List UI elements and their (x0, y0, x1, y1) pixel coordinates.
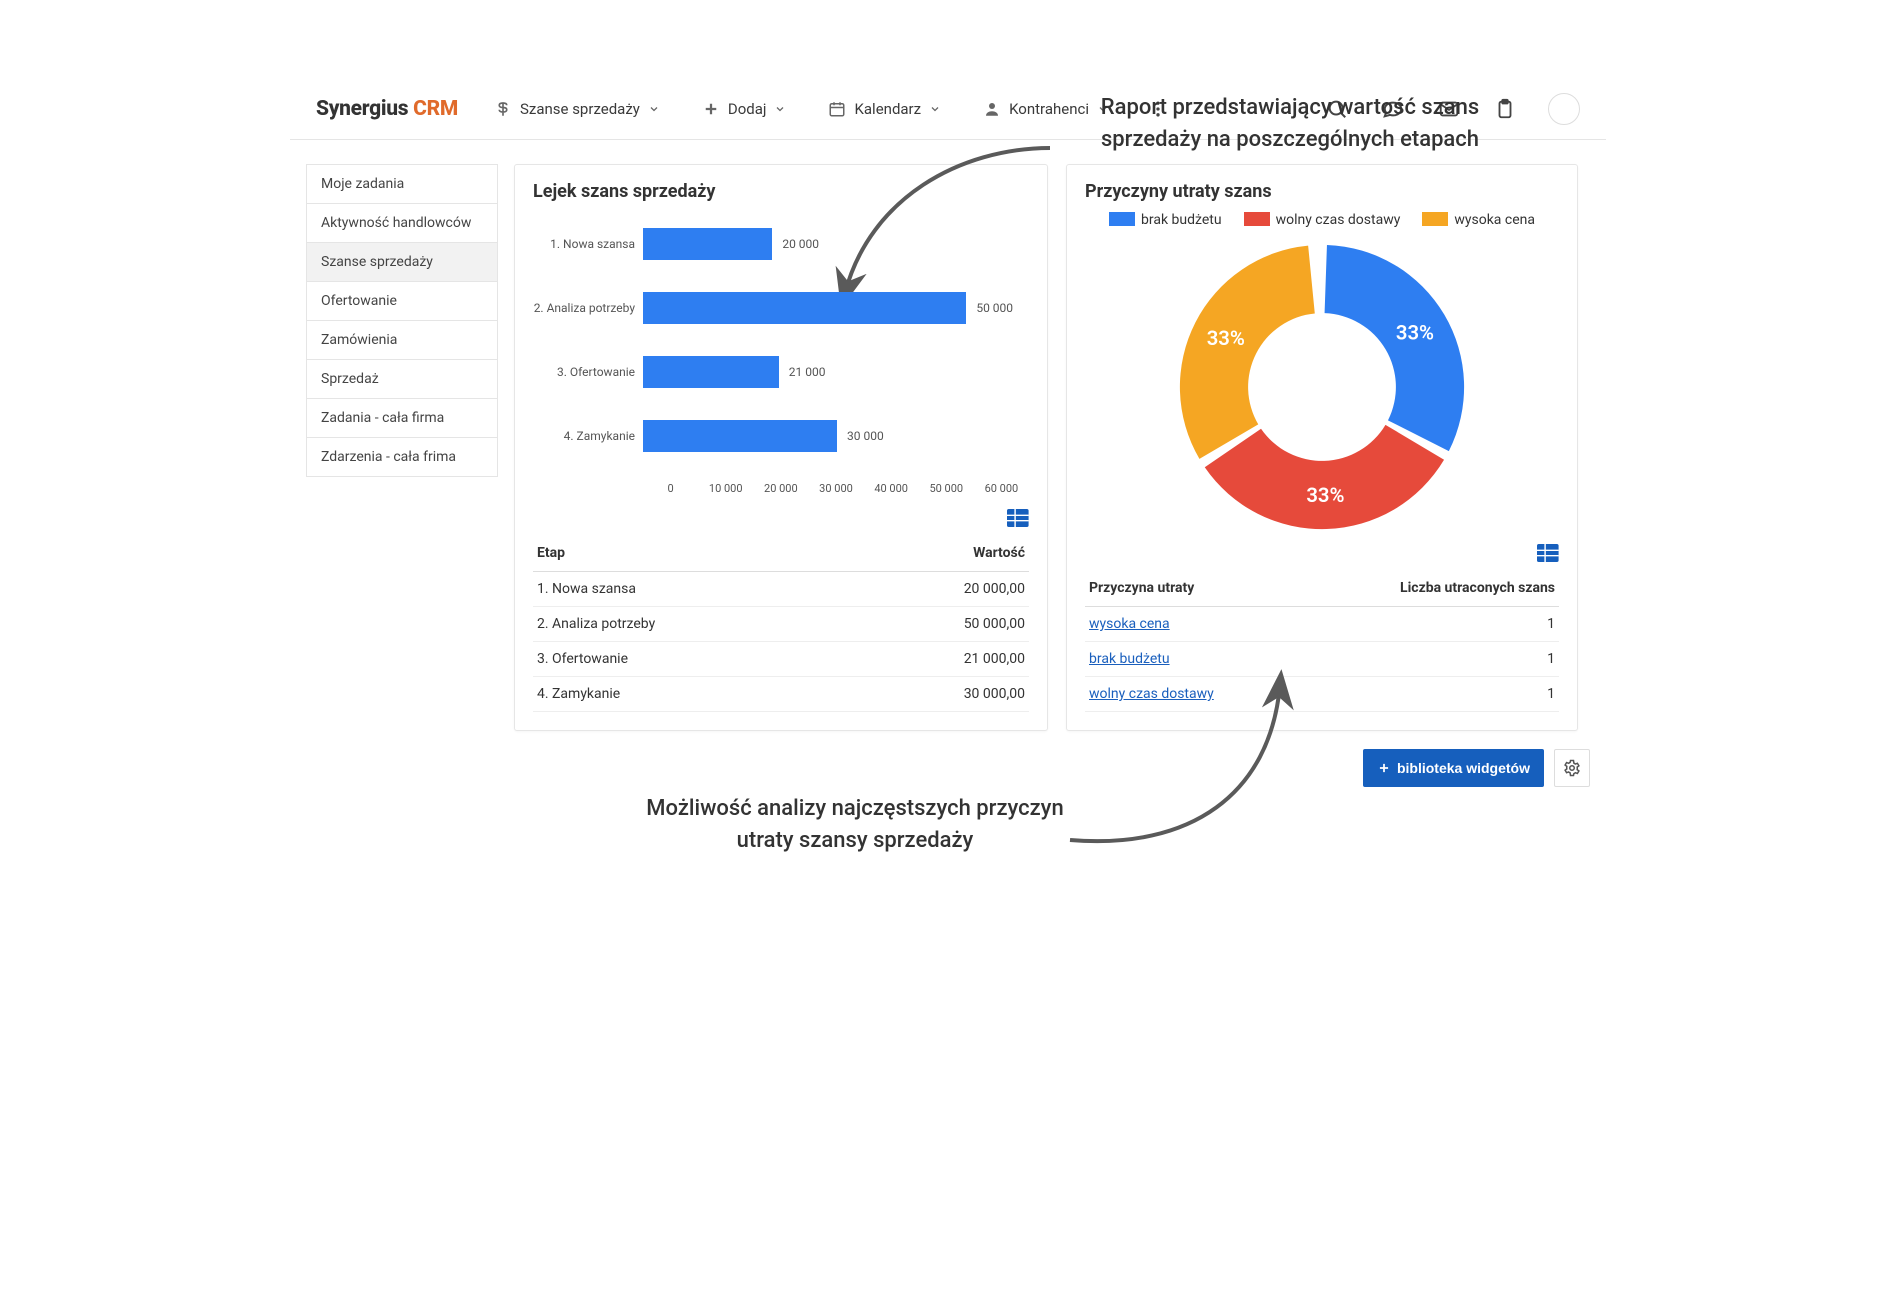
xtick: 20 000 (753, 482, 808, 495)
calendar-icon (828, 100, 846, 118)
chevron-down-icon (929, 103, 941, 115)
donut-pct-label: 33% (1306, 483, 1344, 507)
legend-item: wolny czas dostawy (1244, 212, 1401, 228)
legend-item: brak budżetu (1109, 212, 1222, 228)
donut-slice (1180, 246, 1315, 459)
table-toggle-icon[interactable] (1007, 509, 1029, 527)
brand-part2: CRM (413, 97, 458, 121)
table-row: 2. Analiza potrzeby50 000,00 (533, 607, 1029, 642)
xtick: 50 000 (919, 482, 974, 495)
legend-item: wysoka cena (1422, 212, 1535, 228)
col-header: Przyczyna utraty (1085, 570, 1298, 607)
menu-sales-label: Szanse sprzedaży (520, 100, 640, 118)
annotation-top: Raport przedstawiający wartość szans spr… (1050, 92, 1530, 156)
table-row: 4. Zamykanie30 000,00 (533, 677, 1029, 712)
loss-reason-link[interactable]: brak budżetu (1085, 642, 1298, 677)
donut-slice (1205, 425, 1444, 529)
panel-loss: Przyczyny utraty szans brak budżetuwolny… (1066, 164, 1578, 731)
menu-calendar-label: Kalendarz (854, 100, 921, 118)
avatar[interactable] (1548, 93, 1580, 125)
menu-add-label: Dodaj (728, 100, 767, 118)
bar-label: 2. Analiza potrzeby (533, 301, 643, 315)
settings-button[interactable] (1554, 749, 1590, 787)
panel-funnel: Lejek szans sprzedaży 1. Nowa szansa20 0… (514, 164, 1048, 731)
loss-reason-link[interactable]: wysoka cena (1085, 607, 1298, 642)
xtick: 30 000 (808, 482, 863, 495)
brand-part1: Synergius (316, 97, 408, 121)
sidebar-item[interactable]: Zdarzenia - cała frima (306, 438, 498, 477)
bar-label: 1. Nowa szansa (533, 237, 643, 251)
xtick: 40 000 (864, 482, 919, 495)
sidebar-item[interactable]: Ofertowanie (306, 282, 498, 321)
plus-icon (702, 100, 720, 118)
bar (643, 356, 779, 388)
table-row: 1. Nowa szansa20 000,00 (533, 572, 1029, 607)
bar-value: 21 000 (789, 365, 826, 379)
col-header: Etap (533, 535, 853, 572)
bar-value: 20 000 (782, 237, 819, 251)
bar-label: 3. Ofertowanie (533, 365, 643, 379)
funnel-bar-chart: 1. Nowa szansa 20 000 2. Analiza potrzeby 5… (533, 212, 1029, 482)
chevron-down-icon (648, 103, 660, 115)
dollar-icon (494, 100, 512, 118)
chevron-down-icon (774, 103, 786, 115)
bar-value: 30 000 (847, 429, 884, 443)
bar-value: 50 000 (976, 301, 1013, 315)
sidebar-item[interactable]: Zamówienia (306, 321, 498, 360)
table-row: wolny czas dostawy1 (1085, 677, 1559, 712)
loss-donut-chart: 33% 33% 33% (1177, 242, 1467, 532)
donut-slice (1325, 245, 1465, 451)
funnel-xaxis: 010 00020 00030 00040 00050 00060 000 (533, 482, 1029, 495)
donut-pct-label: 33% (1396, 320, 1434, 344)
sidebar-item[interactable]: Aktywność handlowców (306, 204, 498, 243)
bar-label: 4. Zamykanie (533, 429, 643, 443)
xtick: 10 000 (698, 482, 753, 495)
widget-library-button[interactable]: biblioteka widgetów (1363, 749, 1544, 787)
xtick: 60 000 (974, 482, 1029, 495)
sidebar: Moje zadaniaAktywność handlowcówSzanse s… (306, 164, 498, 477)
menu-sales[interactable]: Szanse sprzedaży (488, 96, 666, 122)
loss-table: Przyczyna utratyLiczba utraconych szansw… (1085, 570, 1559, 712)
bar (643, 228, 772, 260)
table-row: brak budżetu1 (1085, 642, 1559, 677)
loss-reason-link[interactable]: wolny czas dostawy (1085, 677, 1298, 712)
panel-funnel-title: Lejek szans sprzedaży (533, 181, 1029, 202)
table-row: 3. Ofertowanie21 000,00 (533, 642, 1029, 677)
col-header: Wartość (853, 535, 1029, 572)
annotation-bottom: Możliwość analizy najczęstszych przyczyn… (640, 793, 1070, 857)
sidebar-item[interactable]: Szanse sprzedaży (306, 243, 498, 282)
widget-library-label: biblioteka widgetów (1397, 760, 1530, 776)
col-header: Liczba utraconych szans (1298, 570, 1559, 607)
funnel-table: EtapWartość1. Nowa szansa20 000,002. Ana… (533, 535, 1029, 712)
menu-add[interactable]: Dodaj (696, 96, 793, 122)
donut-pct-label: 33% (1207, 326, 1245, 350)
bar (643, 420, 837, 452)
table-row: wysoka cena1 (1085, 607, 1559, 642)
xtick: 0 (643, 482, 698, 495)
person-icon (983, 100, 1001, 118)
sidebar-item[interactable]: Sprzedaż (306, 360, 498, 399)
sidebar-item[interactable]: Moje zadania (306, 164, 498, 204)
donut-legend: brak budżetu wolny czas dostawy wysoka cen… (1085, 212, 1559, 228)
sidebar-item[interactable]: Zadania - cała firma (306, 399, 498, 438)
table-toggle-icon[interactable] (1537, 544, 1559, 562)
menu-calendar[interactable]: Kalendarz (822, 96, 947, 122)
panel-loss-title: Przyczyny utraty szans (1085, 181, 1559, 202)
brand: Synergius CRM (316, 97, 458, 121)
bar (643, 292, 966, 324)
